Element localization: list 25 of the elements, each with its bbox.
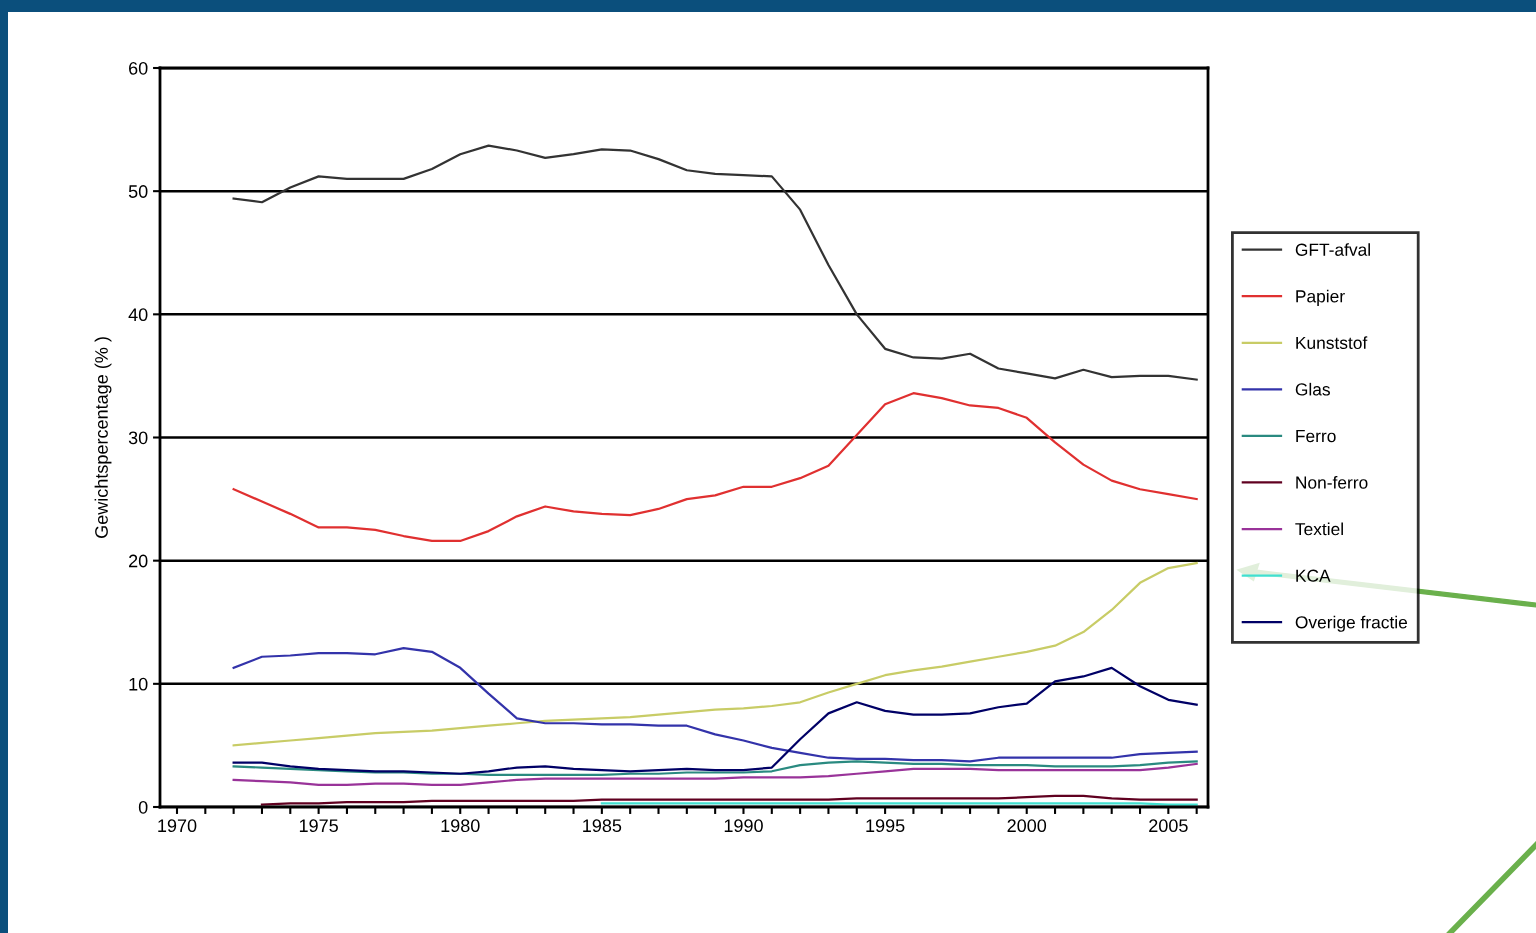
x-tick-label: 1990 xyxy=(724,819,763,833)
x-tick-label: 1985 xyxy=(583,819,622,833)
legend-label: KCA xyxy=(1296,569,1331,582)
y-tick-label: 20 xyxy=(129,554,148,568)
y-axis-title: Gewichtspercentage (% ) xyxy=(94,337,112,538)
y-tick-label: 10 xyxy=(129,677,148,691)
x-tick-label: 2000 xyxy=(1007,819,1047,833)
legend-label: Ferro xyxy=(1296,430,1336,443)
x-tick-label: 1995 xyxy=(866,819,905,833)
x-tick-label: 2005 xyxy=(1149,819,1188,833)
x-tick-label: 1980 xyxy=(441,819,480,833)
legend-label: Non-ferro xyxy=(1296,475,1368,489)
legend-label: Glas xyxy=(1295,382,1330,396)
legend-label: GFT-afval xyxy=(1295,243,1370,256)
legend-label: Papier xyxy=(1296,289,1345,306)
legend-label: Textiel xyxy=(1295,522,1343,536)
x-tick-label: 1975 xyxy=(299,819,338,833)
y-tick-label: 60 xyxy=(129,61,148,75)
legend-label: Overige fractie xyxy=(1295,615,1408,632)
legend-label: Kunststof xyxy=(1296,336,1368,350)
y-tick-label: 50 xyxy=(128,185,148,198)
y-tick-label: 30 xyxy=(128,431,148,445)
y-tick-label: 0 xyxy=(138,800,148,814)
x-tick-label: 1970 xyxy=(158,819,197,833)
y-tick-label: 40 xyxy=(128,308,148,322)
